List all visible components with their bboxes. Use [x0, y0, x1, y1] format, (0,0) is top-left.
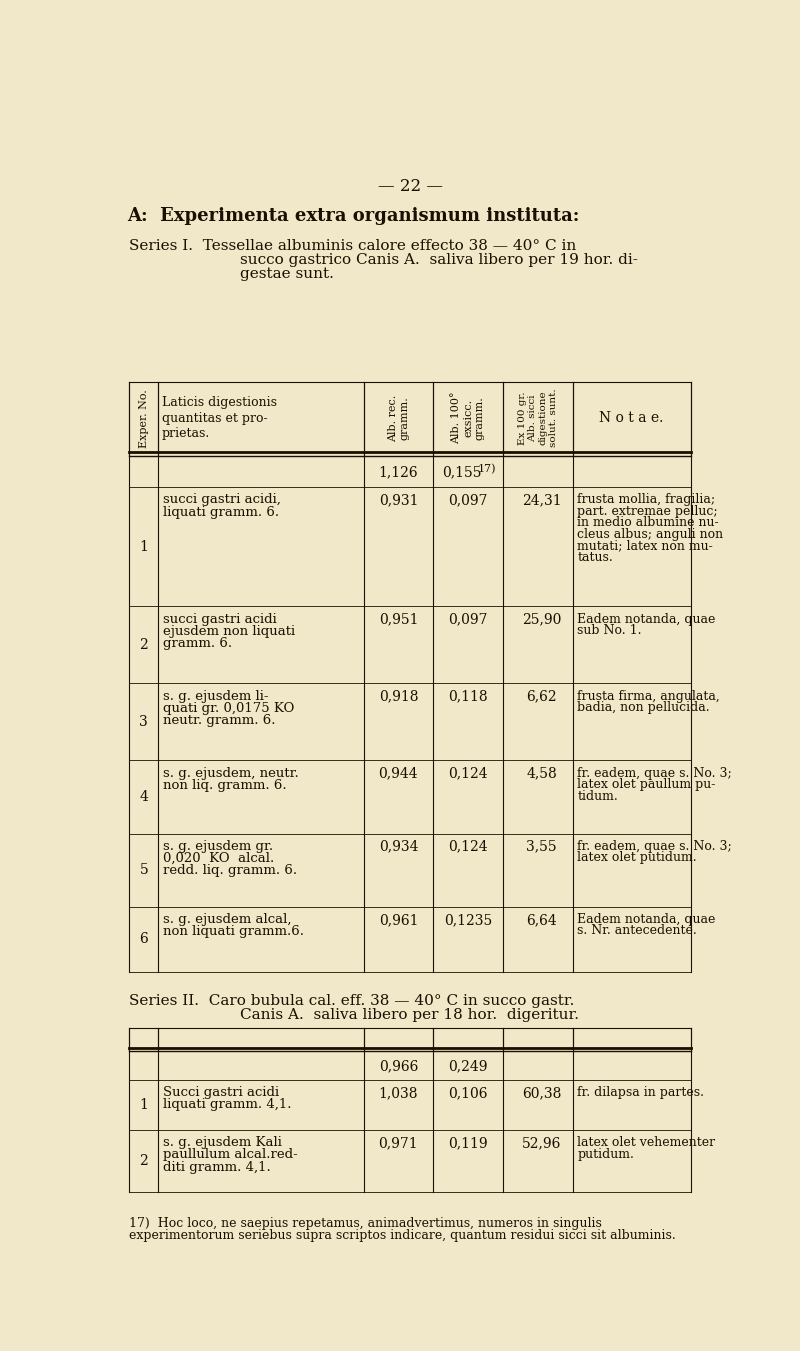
Text: tidum.: tidum. [578, 790, 618, 802]
Text: 0,124: 0,124 [448, 840, 488, 854]
Text: latex olet vehementer: latex olet vehementer [578, 1136, 715, 1150]
Text: 0,944: 0,944 [378, 766, 418, 781]
Text: fr. dilapsa in partes.: fr. dilapsa in partes. [578, 1086, 705, 1100]
Text: 0,951: 0,951 [378, 612, 418, 627]
Text: paullulum alcal.red-: paullulum alcal.red- [162, 1148, 298, 1162]
Text: 0,1235: 0,1235 [444, 913, 492, 927]
Text: s. g. ejusdem alcal,: s. g. ejusdem alcal, [162, 913, 291, 925]
Text: 0,124: 0,124 [448, 766, 488, 781]
Text: 60,38: 60,38 [522, 1086, 562, 1100]
Text: succo gastrico Canis A.  saliva libero per 19 hor. di-: succo gastrico Canis A. saliva libero pe… [239, 253, 638, 267]
Text: succi gastri acidi: succi gastri acidi [162, 612, 277, 626]
Text: 0,934: 0,934 [378, 840, 418, 854]
Text: — 22 —: — 22 — [378, 177, 442, 195]
Text: 0,106: 0,106 [448, 1086, 488, 1100]
Text: Eadem notanda, quae: Eadem notanda, quae [578, 913, 716, 925]
Text: N o t a e.: N o t a e. [599, 411, 664, 426]
Text: s. Nr. antecedente.: s. Nr. antecedente. [578, 924, 697, 938]
Text: Succi gastri acidi: Succi gastri acidi [162, 1086, 279, 1100]
Text: 0,961: 0,961 [378, 913, 418, 927]
Text: mutati; latex non mu-: mutati; latex non mu- [578, 539, 713, 553]
Text: 0,020  KO  alcal.: 0,020 KO alcal. [162, 852, 274, 865]
Text: gramm. 6.: gramm. 6. [162, 638, 232, 650]
Text: part. extremae pelluc;: part. extremae pelluc; [578, 505, 718, 517]
Text: 0,155: 0,155 [442, 466, 482, 480]
Text: non liq. gramm. 6.: non liq. gramm. 6. [162, 780, 286, 792]
Text: in medio albumine nu-: in medio albumine nu- [578, 516, 719, 530]
Text: 6,62: 6,62 [526, 689, 557, 704]
Text: A:  Experimenta extra organismum instituta:: A: Experimenta extra organismum institut… [127, 207, 579, 224]
Text: 0,971: 0,971 [378, 1136, 418, 1150]
Text: 0,097: 0,097 [448, 612, 488, 627]
Text: 25,90: 25,90 [522, 612, 562, 627]
Text: s. g. ejusdem gr.: s. g. ejusdem gr. [162, 840, 273, 852]
Text: liquati gramm. 4,1.: liquati gramm. 4,1. [162, 1098, 291, 1112]
Text: quantitas et pro-: quantitas et pro- [162, 412, 268, 424]
Text: Laticis digestionis: Laticis digestionis [162, 396, 277, 409]
Text: frusta mollia, fragilia;: frusta mollia, fragilia; [578, 493, 715, 507]
Text: experimentorum seriebus supra scriptos indicare, quantum residui sicci sit album: experimentorum seriebus supra scriptos i… [130, 1229, 676, 1243]
Text: cleus albus; anguli non: cleus albus; anguli non [578, 528, 723, 540]
Text: 0,931: 0,931 [378, 493, 418, 507]
Text: liquati gramm. 6.: liquati gramm. 6. [162, 505, 279, 519]
Text: tatus.: tatus. [578, 551, 613, 563]
Text: 52,96: 52,96 [522, 1136, 562, 1150]
Text: diti gramm. 4,1.: diti gramm. 4,1. [162, 1161, 270, 1174]
Text: Ex 100 gr.
Alb. sicci
digestione
solut. sunt.: Ex 100 gr. Alb. sicci digestione solut. … [518, 389, 558, 447]
Text: 1: 1 [139, 540, 148, 554]
Text: 3: 3 [139, 715, 148, 730]
Text: gestae sunt.: gestae sunt. [239, 267, 334, 281]
Text: Series I.  Tessellae albuminis calore effecto 38 — 40° C in: Series I. Tessellae albuminis calore eff… [130, 239, 577, 253]
Text: redd. liq. gramm. 6.: redd. liq. gramm. 6. [162, 865, 297, 877]
Text: s. g. ejusdem, neutr.: s. g. ejusdem, neutr. [162, 766, 298, 780]
Text: 1: 1 [139, 1098, 148, 1112]
Text: frusta firma, angulata,: frusta firma, angulata, [578, 689, 720, 703]
Text: 0,918: 0,918 [378, 689, 418, 704]
Text: Series II.  Caro bubula cal. eff. 38 — 40° C in succo gastr.: Series II. Caro bubula cal. eff. 38 — 40… [130, 994, 575, 1008]
Text: 4,58: 4,58 [526, 766, 557, 781]
Text: ejusdem non liquati: ejusdem non liquati [162, 626, 295, 638]
Text: 6: 6 [139, 932, 148, 947]
Text: neutr. gramm. 6.: neutr. gramm. 6. [162, 715, 275, 727]
Text: 0,966: 0,966 [378, 1059, 418, 1074]
Text: 3,55: 3,55 [526, 840, 557, 854]
Text: succi gastri acidi,: succi gastri acidi, [162, 493, 281, 507]
Text: Alb. rec.
gramm.: Alb. rec. gramm. [387, 394, 409, 442]
Text: badia, non pellucida.: badia, non pellucida. [578, 701, 710, 715]
Text: 0,097: 0,097 [448, 493, 488, 507]
Text: sub No. 1.: sub No. 1. [578, 624, 642, 638]
Text: latex olet putidum.: latex olet putidum. [578, 851, 697, 865]
Text: 0,118: 0,118 [448, 689, 488, 704]
Text: 1,126: 1,126 [378, 466, 418, 480]
Text: putidum.: putidum. [578, 1148, 634, 1161]
Text: Canis A.  saliva libero per 18 hor.  digeritur.: Canis A. saliva libero per 18 hor. diger… [239, 1008, 578, 1021]
Text: Exper. No.: Exper. No. [138, 389, 149, 447]
Text: fr. eadem, quae s. No. 3;: fr. eadem, quae s. No. 3; [578, 766, 732, 780]
Text: 6,64: 6,64 [526, 913, 557, 927]
Text: quati gr. 0,0175 KO: quati gr. 0,0175 KO [162, 703, 294, 715]
Text: fr. eadem, quae s. No. 3;: fr. eadem, quae s. No. 3; [578, 840, 732, 852]
Text: non liquati gramm.6.: non liquati gramm.6. [162, 925, 304, 938]
Text: 0,249: 0,249 [448, 1059, 488, 1074]
Text: Alb. 100°
exsicc.
gramm.: Alb. 100° exsicc. gramm. [451, 392, 485, 444]
Text: Eadem notanda, quae: Eadem notanda, quae [578, 612, 716, 626]
Text: s. g. ejusdem li-: s. g. ejusdem li- [162, 689, 268, 703]
Text: 4: 4 [139, 790, 148, 804]
Text: prietas.: prietas. [162, 427, 210, 440]
Text: 17): 17) [478, 465, 496, 474]
Text: 17)  Hoc loco, ne saepius repetamus, animadvertimus, numeros in singulis: 17) Hoc loco, ne saepius repetamus, anim… [130, 1217, 602, 1229]
Text: 1,038: 1,038 [378, 1086, 418, 1100]
Text: 24,31: 24,31 [522, 493, 562, 507]
Text: 0,119: 0,119 [448, 1136, 488, 1150]
Text: latex olet paullum pu-: latex olet paullum pu- [578, 778, 716, 792]
Text: s. g. ejusdem Kali: s. g. ejusdem Kali [162, 1136, 282, 1150]
Text: 2: 2 [139, 638, 148, 653]
Text: 2: 2 [139, 1154, 148, 1167]
Text: 5: 5 [139, 863, 148, 877]
